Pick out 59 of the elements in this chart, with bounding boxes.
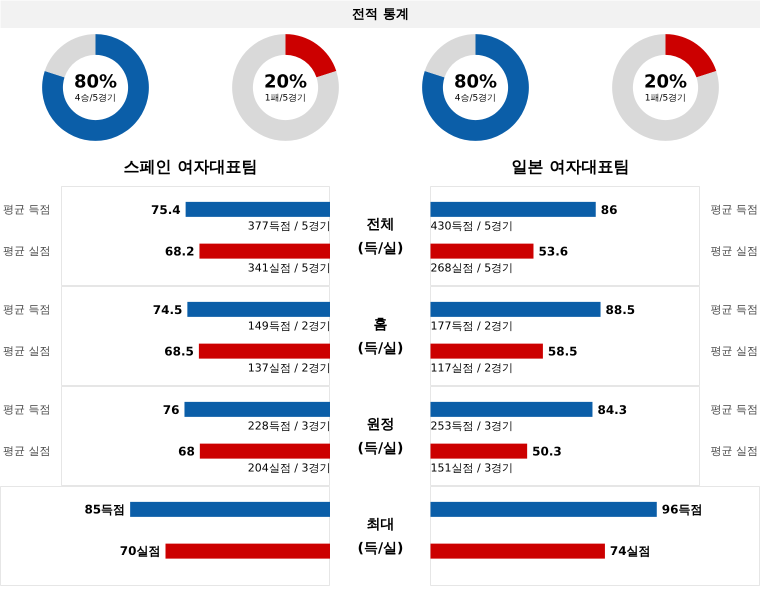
text: 20%	[644, 71, 688, 92]
annotation: 228득점 / 3경기	[248, 420, 331, 433]
text: (득/실)	[358, 440, 404, 456]
text: 최대	[366, 516, 394, 532]
y-tick-label: 평균 실점	[710, 444, 758, 458]
text: 일본 여자대표팀	[512, 157, 630, 176]
data-label: 53.6	[538, 244, 568, 259]
y-tick-label: 평균 득점	[710, 402, 758, 416]
data-label: 68	[178, 444, 195, 459]
data-label: 85득점	[84, 502, 126, 516]
y-tick-label: 평균 실점	[3, 244, 51, 258]
annotation: 117실점 / 2경기	[430, 361, 514, 374]
y-tick-label: 평균 실점	[710, 344, 758, 358]
y-tick-label: 평균 실점	[3, 344, 51, 358]
y-tick-label: 평균 득점	[710, 202, 758, 216]
data-label: 68.2	[164, 244, 194, 259]
data-label: 50.3	[532, 444, 562, 459]
text: 전체	[366, 216, 394, 232]
text: 20%	[264, 71, 308, 92]
text: 1패/5경기	[264, 94, 306, 104]
text: (득/실)	[358, 540, 404, 556]
data-label: 96득점	[662, 502, 702, 516]
y-tick-label: 평균 득점	[3, 402, 51, 416]
text: 80%	[454, 71, 498, 92]
annotation: 149득점 / 2경기	[248, 320, 331, 333]
text: 1패/5경기	[644, 94, 686, 104]
annotation: 341실점 / 5경기	[248, 261, 331, 274]
text: 4승/5경기	[74, 94, 116, 104]
annotation: 377득점 / 5경기	[248, 220, 331, 233]
text: 홈	[374, 316, 388, 332]
annotation: 430득점 / 5경기	[430, 220, 514, 233]
annotation: 204실점 / 3경기	[248, 461, 331, 474]
annotation: 268실점 / 5경기	[430, 261, 514, 274]
data-label: 70실점	[120, 544, 161, 558]
y-tick-label: 평균 득점	[3, 302, 51, 316]
text: 스페인 여자대표팀	[124, 157, 258, 176]
data-label: 84.3	[597, 402, 628, 417]
y-tick-label: 평균 실점	[710, 244, 758, 258]
y-tick-label: 평균 득점	[3, 202, 51, 216]
text: 80%	[74, 71, 118, 92]
data-label: 74.5	[152, 302, 182, 317]
text: (득/실)	[358, 340, 404, 356]
text: 전적 통계	[352, 7, 409, 22]
text: 원정	[366, 416, 394, 432]
data-label: 88.5	[606, 302, 636, 317]
text: (득/실)	[358, 240, 404, 256]
data-label: 68.5	[164, 344, 194, 359]
annotation: 137실점 / 2경기	[248, 361, 331, 374]
annotation: 151실점 / 3경기	[430, 461, 514, 474]
data-label: 74실점	[610, 544, 651, 558]
data-label: 76	[162, 402, 180, 417]
annotation: 177득점 / 2경기	[430, 320, 514, 333]
data-label: 86	[600, 202, 618, 217]
text: 4승/5경기	[454, 94, 496, 104]
y-tick-label: 평균 실점	[3, 444, 51, 458]
data-label: 75.4	[151, 202, 181, 217]
y-tick-label: 평균 득점	[710, 302, 758, 316]
annotation: 253득점 / 3경기	[430, 420, 514, 433]
data-label: 58.5	[548, 344, 578, 359]
